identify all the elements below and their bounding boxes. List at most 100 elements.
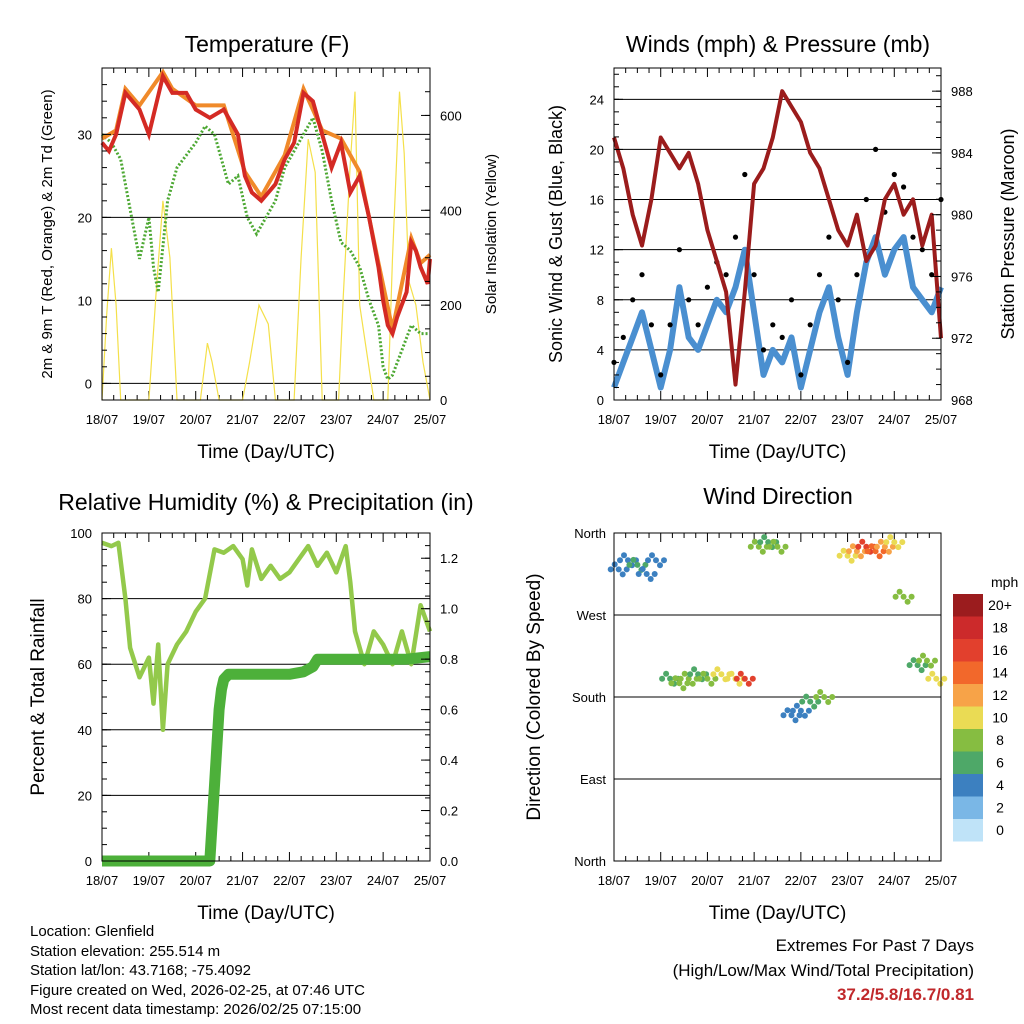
direction-point [895,544,902,551]
gust-point [863,196,869,203]
direction-point [859,538,866,545]
y2-tick-label: 200 [440,298,462,313]
direction-point [718,671,725,678]
colorbar-swatch [953,729,983,752]
colorbar-swatch [953,751,983,774]
direction-point [881,543,888,550]
x-tick-label: 24/07 [878,412,911,427]
direction-point [630,556,637,563]
series-wind-line [611,234,944,391]
direction-point [634,561,641,568]
direction-point [676,680,683,687]
direction-point [829,694,836,700]
y2-tick-label: 400 [440,203,462,218]
y-tick-label: 20 [78,788,92,803]
gust-point [770,322,776,328]
speed-colorbar: mph 20+ 18 16 14 12 10 8 6 4 2 0 [953,574,1018,842]
direction-point [788,712,795,719]
direction-point [696,675,703,682]
series-dewpoint-line [101,113,430,382]
colorbar-label: 12 [992,687,1008,703]
y-tick-label: 16 [590,193,604,208]
direction-point [761,534,768,541]
direction-point [689,680,696,687]
gust-point [854,272,860,278]
gust-point [835,297,841,303]
direction-point [793,702,800,709]
x-tick-label: 25/07 [925,412,958,427]
direction-point [700,670,707,677]
y2-tick-label: 988 [951,84,973,99]
series-2m-temp-line [100,70,432,339]
y-tick-label: 20 [590,142,604,157]
plot-border [613,532,942,862]
y2-tick-label: 0 [440,393,447,408]
gust-point [648,322,655,328]
gust-point [723,272,729,278]
direction-point [710,671,717,678]
gust-point [620,334,626,340]
direction-point [885,548,892,555]
x-tick-label: 24/07 [878,873,911,888]
gust-point [910,234,916,240]
direction-point [908,593,915,600]
recent-text: Most recent data timestamp: 2026/02/25 0… [30,1001,362,1018]
direction-point [757,539,764,546]
direction-point [661,557,667,564]
direction-point [807,698,814,705]
direction-point [883,539,890,546]
direction-label: North [574,526,606,541]
direction-point [708,680,715,687]
elevation-text: Station elevation: 255.514 m [30,942,221,960]
y2-tick-label: 0.4 [440,753,458,768]
plot-border [613,67,942,401]
y2-tick-label: 0.2 [440,804,458,819]
direction-point [889,543,896,550]
gust-point [873,146,879,152]
direction-point [623,566,630,573]
colorbar-label: 8 [996,732,1004,748]
y-tick-label: 20 [78,210,92,225]
colorbar-swatch [953,774,983,797]
direction-point [651,571,658,577]
x-tick-label: 18/07 [598,412,631,427]
chart-panel-3: 18/07 19/07 20/07 21/07 22/07 23/07 24/07 25/07… [28,489,474,924]
y-axis-label: Direction (Colored By Speed) [524,573,545,820]
y2-tick-label: 1.0 [440,602,458,617]
x-tick-label: 18/07 [86,873,119,888]
direction-point [615,566,622,573]
direction-point [687,671,694,678]
direction-point [759,548,766,555]
series-pressure-line [612,89,943,387]
y-tick-label: 8 [597,293,604,308]
x-tick-label: 24/07 [367,873,400,888]
chart-title: Winds (mph) & Pressure (mb) [626,31,930,57]
colorbar-title: mph [991,574,1018,590]
colorbar-label: 2 [996,800,1004,816]
direction-point [774,543,781,550]
y-tick-label: 80 [78,592,92,607]
x-tick-label: 19/07 [644,412,677,427]
direction-point [904,598,911,605]
colorbar-swatch [953,796,983,819]
gust-point [807,322,813,328]
direction-point [925,675,932,682]
direction-point [825,699,832,705]
series-9m-temp-line [100,68,432,330]
x-tick-label: 19/07 [644,873,677,888]
x-tick-label: 22/07 [273,412,306,427]
direction-point [728,670,735,677]
series-precip-line [102,651,431,867]
direction-point [853,548,860,555]
x-tick-label: 20/07 [179,873,212,888]
direction-point [684,680,691,687]
gust-point [676,247,683,253]
direction-point [852,552,859,559]
direction-point [741,675,748,682]
x-tick-label: 21/07 [738,412,771,427]
direction-point [855,543,862,550]
location-text: Location: Glenfield [30,923,155,940]
y2-tick-label: 600 [440,108,462,123]
direction-point [900,593,907,600]
